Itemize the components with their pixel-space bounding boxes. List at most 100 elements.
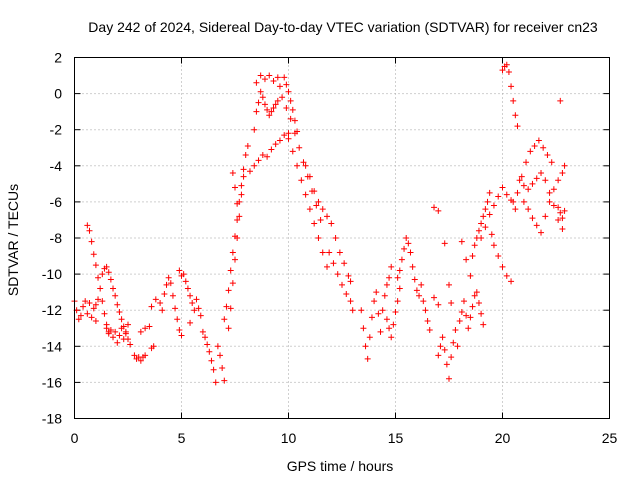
data-point (559, 225, 566, 232)
data-point (195, 305, 202, 312)
data-point (110, 285, 117, 292)
data-point (424, 318, 431, 325)
data-point (227, 267, 234, 274)
data-point (550, 202, 557, 209)
data-point (373, 289, 380, 296)
data-point (92, 318, 99, 325)
data-point (416, 292, 423, 299)
data-points (71, 61, 568, 386)
x-tick-label: 10 (281, 430, 297, 446)
data-point (475, 227, 482, 234)
data-point (326, 249, 333, 256)
data-point (495, 253, 502, 260)
chart-title: Day 242 of 2024, Sidereal Day-to-day VTE… (88, 19, 598, 35)
data-point (246, 168, 253, 175)
data-point (503, 272, 510, 279)
data-point (180, 271, 187, 278)
data-point (174, 316, 181, 323)
data-point (531, 142, 538, 149)
data-point (555, 177, 562, 184)
x-tick-label: 15 (388, 430, 404, 446)
grid (74, 57, 610, 419)
data-point (257, 88, 264, 95)
data-point (520, 198, 527, 205)
data-point (386, 274, 393, 281)
data-point (469, 253, 476, 260)
data-point (217, 352, 224, 359)
data-point (503, 61, 510, 68)
data-point (396, 267, 403, 274)
data-point (253, 108, 260, 115)
data-point (448, 299, 455, 306)
data-point (358, 307, 365, 314)
data-point (107, 327, 114, 334)
data-point (431, 204, 438, 211)
data-point (557, 97, 564, 104)
data-point (332, 235, 339, 241)
y-tick-label: -12 (42, 302, 62, 318)
data-point (178, 332, 185, 339)
data-point (182, 278, 189, 285)
data-point (546, 198, 553, 205)
data-point (276, 83, 283, 90)
data-point (242, 151, 249, 158)
data-point (125, 321, 131, 328)
data-point (240, 173, 247, 180)
data-point (463, 312, 470, 319)
data-point (324, 263, 331, 270)
data-point (279, 94, 286, 101)
data-point (313, 202, 320, 209)
data-point (294, 162, 301, 169)
data-point (287, 97, 294, 104)
data-point (99, 298, 106, 305)
data-point (306, 173, 313, 180)
data-point (486, 189, 493, 196)
data-point (469, 303, 476, 310)
data-point (193, 296, 200, 303)
data-point (285, 130, 292, 137)
data-point (450, 339, 457, 346)
data-point (163, 281, 170, 288)
data-point (302, 191, 309, 198)
data-point (546, 189, 553, 196)
data-point (523, 159, 530, 166)
data-point (165, 274, 172, 281)
y-tick-label: -18 (42, 411, 62, 427)
data-point (467, 314, 474, 321)
data-point (381, 292, 388, 299)
data-point (266, 112, 273, 119)
data-point (105, 330, 112, 337)
data-point (405, 240, 412, 247)
data-point (364, 355, 371, 362)
data-point (347, 298, 354, 305)
data-point (232, 256, 238, 263)
data-point (137, 328, 144, 335)
data-point (95, 296, 102, 303)
data-point (223, 303, 230, 310)
y-tick-label: -4 (50, 158, 63, 174)
x-tick-label: 20 (495, 430, 511, 446)
x-tick-label: 5 (178, 430, 186, 446)
data-point (268, 108, 275, 115)
data-point (264, 106, 271, 113)
data-point (368, 314, 375, 321)
data-point (516, 177, 523, 184)
data-point (319, 206, 326, 213)
data-point (291, 117, 298, 124)
data-point (274, 74, 281, 81)
data-point (229, 170, 236, 177)
data-point (411, 276, 418, 283)
data-point (334, 271, 341, 278)
data-point (317, 216, 324, 223)
data-point (272, 141, 279, 148)
data-point (212, 379, 219, 386)
data-point (478, 235, 485, 241)
data-point (475, 299, 482, 306)
data-point (311, 188, 318, 195)
data-point (514, 189, 521, 196)
data-point (538, 229, 545, 236)
data-point (401, 245, 408, 252)
data-point (435, 207, 442, 214)
data-point (264, 153, 271, 160)
